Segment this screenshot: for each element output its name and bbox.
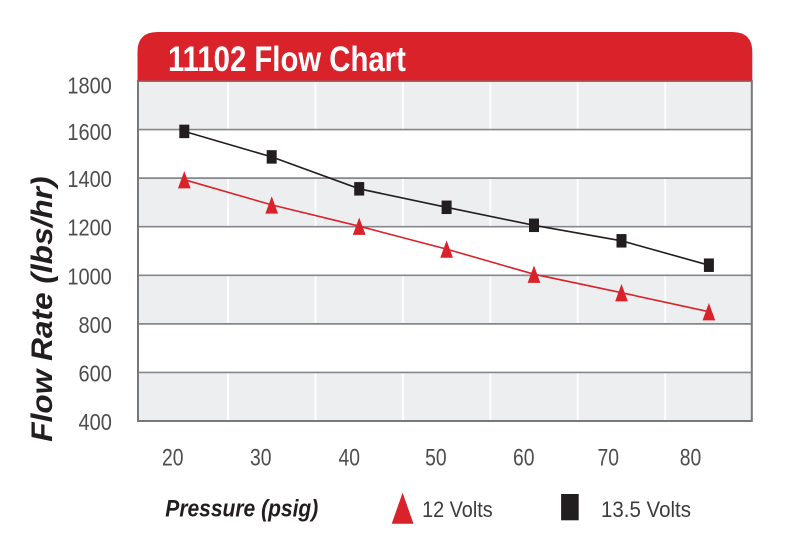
svg-text:40: 40: [338, 443, 359, 471]
svg-text:400: 400: [78, 408, 111, 435]
svg-text:1400: 1400: [67, 166, 111, 193]
svg-text:50: 50: [425, 443, 446, 471]
svg-text:Pressure (psig): Pressure (psig): [165, 495, 318, 522]
svg-text:60: 60: [513, 443, 534, 471]
svg-text:600: 600: [78, 360, 111, 387]
svg-text:1200: 1200: [67, 214, 111, 241]
svg-text:1600: 1600: [67, 119, 111, 146]
svg-text:Flow Rate (lbs/hr): Flow Rate (lbs/hr): [25, 176, 59, 441]
svg-text:20: 20: [162, 443, 183, 471]
svg-text:80: 80: [680, 443, 701, 471]
svg-text:800: 800: [78, 311, 111, 338]
svg-text:30: 30: [250, 443, 271, 471]
svg-text:1000: 1000: [67, 263, 111, 290]
svg-text:12 Volts: 12 Volts: [422, 498, 493, 522]
svg-text:11102 Flow Chart: 11102 Flow Chart: [168, 39, 406, 78]
svg-text:70: 70: [597, 443, 618, 471]
svg-text:13.5 Volts: 13.5 Volts: [601, 497, 691, 522]
svg-text:1800: 1800: [67, 72, 111, 99]
